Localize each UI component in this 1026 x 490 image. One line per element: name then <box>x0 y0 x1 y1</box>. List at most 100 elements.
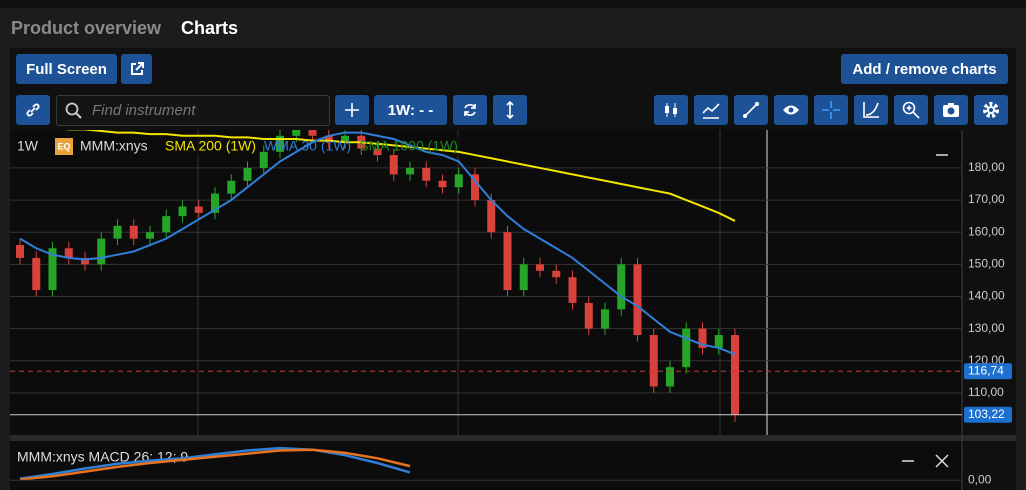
candle-body <box>617 264 626 310</box>
icon <box>822 101 840 119</box>
overlay-line <box>65 130 736 222</box>
y-tick-label: 110,00 <box>968 385 1004 399</box>
candle-body <box>422 167 431 181</box>
candle-body <box>731 335 739 415</box>
legend-entry: SMA 200 (1W) <box>165 138 256 154</box>
snapshot-button[interactable] <box>934 95 968 125</box>
icon <box>943 103 959 117</box>
visibility-button[interactable] <box>774 95 808 125</box>
macd-line <box>19 448 411 481</box>
icon <box>65 102 82 119</box>
icon <box>345 103 359 117</box>
candle-body <box>649 335 658 387</box>
candle-body <box>568 277 577 303</box>
candle-body <box>471 174 479 201</box>
candle-body <box>503 232 512 291</box>
candle-body <box>211 193 219 213</box>
candle-body <box>341 135 349 143</box>
candle-body <box>698 328 707 348</box>
candle-body <box>714 335 723 348</box>
icon <box>26 103 40 117</box>
close-icon[interactable] <box>935 454 949 468</box>
candle-body <box>682 328 691 368</box>
candle-body <box>146 232 154 239</box>
candle-body <box>64 248 73 258</box>
indicators-button[interactable] <box>694 95 728 125</box>
icon <box>743 102 759 118</box>
crosshair-button[interactable] <box>814 95 848 125</box>
add-remove-button[interactable]: Add / remove charts <box>841 54 1008 84</box>
candle-body <box>487 200 496 233</box>
icon <box>702 103 720 119</box>
candle-body <box>243 167 252 181</box>
popout-button[interactable] <box>121 54 152 84</box>
candle-body <box>129 225 138 239</box>
overlay-line <box>19 131 736 356</box>
candle-body <box>373 148 382 156</box>
icon <box>665 103 677 117</box>
price-tag <box>964 406 1012 423</box>
candle-body <box>584 302 593 329</box>
candle-body <box>292 130 301 136</box>
icon <box>902 101 920 119</box>
tab[interactable]: Charts <box>181 18 239 38</box>
candle-body <box>438 180 447 188</box>
settings-button[interactable] <box>974 95 1008 125</box>
badge-label: EQ <box>57 141 70 151</box>
candle-body <box>178 206 187 217</box>
search-placeholder: Find instrument <box>92 102 196 119</box>
y-tick-label: 140,00 <box>968 289 1005 303</box>
interval-button[interactable]: 1W: - - <box>374 95 447 125</box>
candle-body <box>308 130 317 136</box>
full-screen-button[interactable]: Full Screen <box>16 54 117 84</box>
icon <box>506 101 514 119</box>
y-tick-label: 180,00 <box>968 160 1005 174</box>
refresh-button[interactable] <box>453 95 487 125</box>
plot-area <box>10 130 962 435</box>
candle-body <box>113 225 122 239</box>
curve-button[interactable] <box>854 95 888 125</box>
candle-body <box>81 257 89 265</box>
price-tag-label: 116,74 <box>968 363 1004 377</box>
legend-entry: SMA 1000 (1W) <box>359 138 458 154</box>
search-box[interactable]: Find instrument <box>56 95 330 126</box>
candle-body <box>227 180 236 194</box>
candle-body <box>601 309 609 329</box>
link-button[interactable] <box>16 95 50 125</box>
candle-body <box>454 174 463 188</box>
candles-button[interactable] <box>654 95 688 125</box>
candle-body <box>162 216 171 233</box>
icon <box>464 104 476 116</box>
icon <box>863 102 879 118</box>
candle-body <box>389 155 398 175</box>
macd-line <box>19 446 411 480</box>
icon <box>130 62 144 75</box>
price-tag-label: 103,22 <box>968 407 1005 421</box>
icon <box>783 105 799 115</box>
candle-body <box>259 151 268 168</box>
macd-area <box>10 441 962 490</box>
tab[interactable]: Product overview <box>11 18 162 38</box>
candle-body <box>16 245 24 258</box>
add-button[interactable] <box>335 95 369 125</box>
zoom-button[interactable] <box>894 95 928 125</box>
draw-line-button[interactable] <box>734 95 768 125</box>
legend-entry: WMA 30 (1W) <box>264 138 351 154</box>
scale-button[interactable] <box>493 95 527 125</box>
icon <box>983 102 999 118</box>
candle-body <box>32 257 41 291</box>
candle-body <box>552 270 561 278</box>
candle-body <box>536 264 544 271</box>
legend-bg <box>14 135 534 157</box>
interval-label: 1W <box>17 138 39 154</box>
candle-body <box>194 206 203 213</box>
y-tick-label: 150,00 <box>968 257 1005 271</box>
candle-body <box>276 135 284 152</box>
candle-body <box>48 248 57 291</box>
price-tag <box>964 363 1012 380</box>
y-tick-label: 0,00 <box>968 472 992 486</box>
symbol: MMM:xnys <box>80 138 148 154</box>
badge <box>55 138 73 155</box>
y-tick-label: 160,00 <box>968 224 1005 238</box>
